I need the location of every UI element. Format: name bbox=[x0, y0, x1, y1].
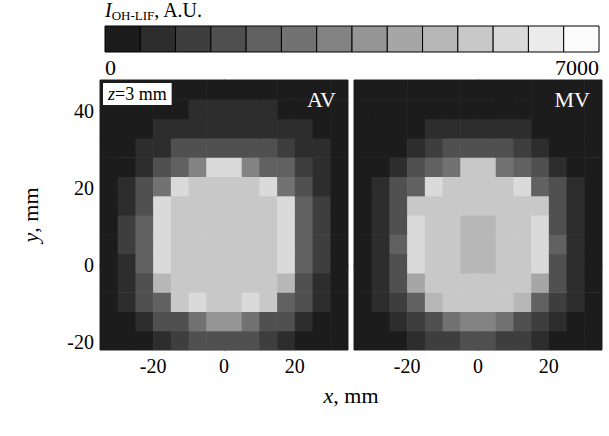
svg-text:20: 20 bbox=[74, 177, 94, 199]
svg-text:z: z bbox=[107, 84, 115, 104]
svg-text:I: I bbox=[105, 0, 112, 21]
svg-text:0: 0 bbox=[84, 254, 94, 276]
svg-text:MV: MV bbox=[555, 87, 591, 112]
svg-text:y: y bbox=[18, 232, 43, 244]
svg-text:-20: -20 bbox=[140, 355, 167, 377]
svg-text:=3 mm: =3 mm bbox=[115, 84, 167, 104]
svg-text:, mm: , mm bbox=[18, 188, 43, 233]
svg-text:AV: AV bbox=[307, 87, 336, 112]
svg-text:OH-LIF: OH-LIF bbox=[112, 8, 155, 23]
svg-text:7000: 7000 bbox=[555, 55, 599, 80]
svg-text:40: 40 bbox=[74, 100, 94, 122]
svg-text:-20: -20 bbox=[394, 355, 421, 377]
svg-text:-20: -20 bbox=[67, 331, 94, 353]
svg-text:, mm: , mm bbox=[333, 383, 378, 408]
svg-text:0: 0 bbox=[105, 55, 116, 80]
svg-text:20: 20 bbox=[539, 355, 559, 377]
svg-text:, A.U.: , A.U. bbox=[154, 0, 202, 21]
svg-text:x: x bbox=[323, 383, 334, 408]
svg-text:20: 20 bbox=[285, 355, 305, 377]
svg-text:0: 0 bbox=[473, 355, 483, 377]
svg-text:0: 0 bbox=[219, 355, 229, 377]
